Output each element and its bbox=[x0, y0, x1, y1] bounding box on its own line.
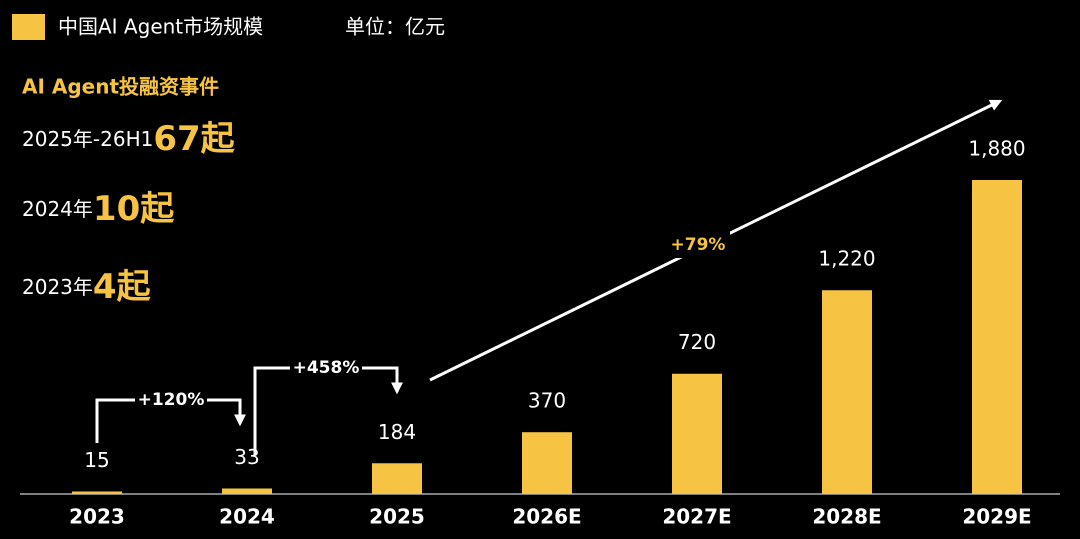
stats-title: AI Agent投融资事件 bbox=[22, 75, 219, 99]
x-tick-label: 2024 bbox=[219, 505, 275, 529]
growth-label: +79% bbox=[671, 235, 726, 255]
growth-arrow bbox=[95, 398, 240, 443]
x-tick-label: 2026E bbox=[512, 505, 581, 529]
label-bg bbox=[666, 230, 730, 258]
stat-label: 2025年-26H1 bbox=[22, 127, 153, 151]
bar bbox=[222, 488, 272, 494]
value-label: 184 bbox=[378, 420, 416, 444]
stat-value: 4起 bbox=[93, 267, 152, 307]
x-tick-label: 2023 bbox=[69, 505, 125, 529]
bar bbox=[522, 432, 572, 494]
bar bbox=[72, 491, 122, 494]
unit-label: 单位：亿元 bbox=[345, 15, 445, 39]
bar bbox=[372, 463, 422, 494]
bar bbox=[972, 180, 1022, 494]
bar bbox=[822, 290, 872, 494]
stat-value: 10起 bbox=[93, 189, 175, 229]
stat: 2023年4起 bbox=[22, 267, 152, 307]
growth-label: +120% bbox=[138, 390, 205, 410]
stat: 2025年-26H167起 bbox=[22, 119, 236, 159]
stat-label: 2024年 bbox=[22, 197, 93, 221]
value-label: 370 bbox=[528, 389, 566, 413]
value-label: 720 bbox=[678, 330, 716, 354]
legend-label: 中国AI Agent市场规模 bbox=[58, 15, 263, 39]
stat-label: 2023年 bbox=[22, 275, 93, 299]
x-tick-label: 2025 bbox=[369, 505, 425, 529]
value-label: 15 bbox=[84, 448, 109, 472]
bar bbox=[672, 373, 722, 494]
stat: 2024年10起 bbox=[22, 189, 175, 229]
value-label: 1,880 bbox=[968, 137, 1025, 161]
stat-value: 67起 bbox=[153, 119, 235, 159]
value-label: 33 bbox=[234, 445, 259, 469]
legend-swatch bbox=[12, 14, 45, 40]
x-tick-label: 2028E bbox=[812, 505, 881, 529]
value-label: 1,220 bbox=[818, 247, 875, 271]
growth-label: +458% bbox=[293, 358, 360, 378]
growth-arrow bbox=[253, 366, 397, 455]
x-tick-label: 2027E bbox=[662, 505, 731, 529]
x-tick-label: 2029E bbox=[962, 505, 1031, 529]
